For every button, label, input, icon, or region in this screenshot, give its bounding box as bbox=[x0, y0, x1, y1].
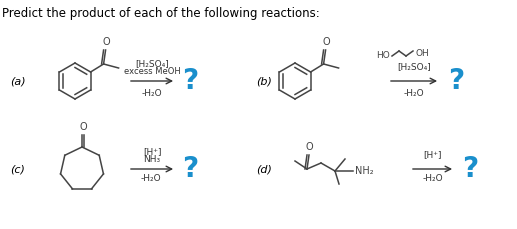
Text: [H₂SO₄]: [H₂SO₄] bbox=[135, 59, 169, 68]
Text: NH₂: NH₂ bbox=[355, 166, 374, 176]
Text: (a): (a) bbox=[10, 76, 26, 86]
Text: Predict the product of each of the following reactions:: Predict the product of each of the follo… bbox=[2, 7, 320, 20]
Text: ?: ? bbox=[182, 155, 198, 183]
Text: ?: ? bbox=[182, 67, 198, 95]
Text: HO: HO bbox=[376, 52, 390, 60]
Text: (c): (c) bbox=[10, 164, 25, 174]
Text: NH₃: NH₃ bbox=[143, 155, 161, 164]
Text: (b): (b) bbox=[256, 76, 272, 86]
Text: O: O bbox=[103, 37, 111, 47]
Text: ?: ? bbox=[448, 67, 464, 95]
Text: [H⁺]: [H⁺] bbox=[143, 147, 161, 156]
Text: -H₂O: -H₂O bbox=[141, 174, 161, 183]
Text: ?: ? bbox=[462, 155, 478, 183]
Text: O: O bbox=[79, 122, 87, 132]
Text: O: O bbox=[305, 142, 313, 152]
Text: excess MeOH: excess MeOH bbox=[124, 67, 180, 76]
Text: -H₂O: -H₂O bbox=[422, 174, 443, 183]
Text: -H₂O: -H₂O bbox=[404, 89, 424, 98]
Text: [H⁺]: [H⁺] bbox=[423, 150, 442, 159]
Text: OH: OH bbox=[415, 49, 429, 57]
Text: [H₂SO₄]: [H₂SO₄] bbox=[397, 62, 431, 71]
Text: O: O bbox=[323, 37, 330, 47]
Text: (d): (d) bbox=[256, 164, 272, 174]
Text: -H₂O: -H₂O bbox=[142, 89, 162, 98]
